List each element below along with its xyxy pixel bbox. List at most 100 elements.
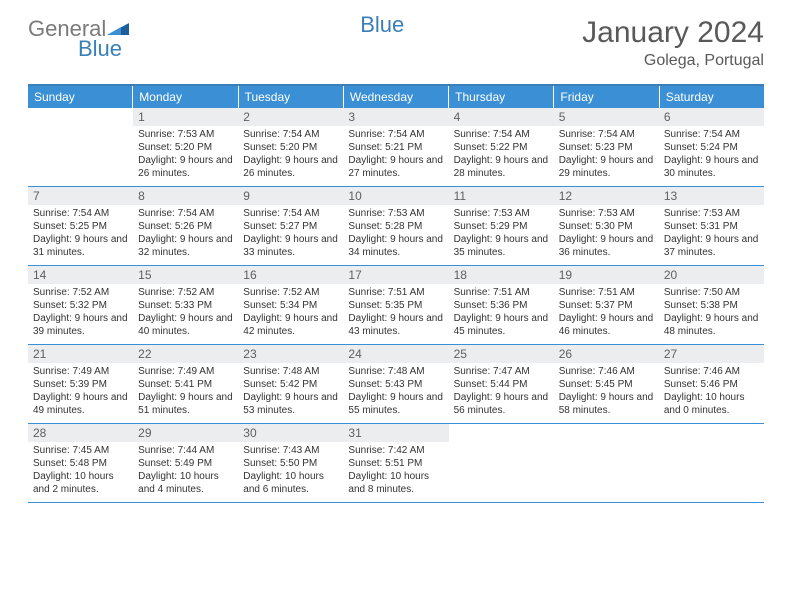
page-title: January 2024 (582, 16, 764, 50)
daylight-text: Daylight: 9 hours and 56 minutes. (454, 391, 549, 417)
day-number: 3 (343, 108, 448, 126)
sunset-text: Sunset: 5:51 PM (348, 457, 443, 470)
day-number: 9 (238, 187, 343, 205)
day-cell: 30Sunrise: 7:43 AMSunset: 5:50 PMDayligh… (238, 424, 343, 502)
day-cell: 12Sunrise: 7:53 AMSunset: 5:30 PMDayligh… (554, 187, 659, 265)
day-cell: 5Sunrise: 7:54 AMSunset: 5:23 PMDaylight… (554, 108, 659, 186)
week-row: 1Sunrise: 7:53 AMSunset: 5:20 PMDaylight… (28, 108, 764, 187)
day-number: 2 (238, 108, 343, 126)
sunset-text: Sunset: 5:22 PM (454, 141, 549, 154)
day-cell: 10Sunrise: 7:53 AMSunset: 5:28 PMDayligh… (343, 187, 448, 265)
logo: GeneralBlue (28, 16, 130, 62)
day-body: Sunrise: 7:54 AMSunset: 5:23 PMDaylight:… (554, 126, 659, 184)
week-row: 28Sunrise: 7:45 AMSunset: 5:48 PMDayligh… (28, 424, 764, 503)
sunrise-text: Sunrise: 7:46 AM (664, 365, 759, 378)
day-body: Sunrise: 7:52 AMSunset: 5:34 PMDaylight:… (238, 284, 343, 342)
empty-day (449, 424, 554, 502)
day-number: 16 (238, 266, 343, 284)
sunrise-text: Sunrise: 7:54 AM (138, 207, 233, 220)
day-cell: 21Sunrise: 7:49 AMSunset: 5:39 PMDayligh… (28, 345, 133, 423)
sunrise-text: Sunrise: 7:51 AM (559, 286, 654, 299)
week-row: 7Sunrise: 7:54 AMSunset: 5:25 PMDaylight… (28, 187, 764, 266)
empty-day (28, 108, 133, 186)
sunset-text: Sunset: 5:27 PM (243, 220, 338, 233)
sunset-text: Sunset: 5:24 PM (664, 141, 759, 154)
day-body: Sunrise: 7:53 AMSunset: 5:30 PMDaylight:… (554, 205, 659, 263)
day-body: Sunrise: 7:53 AMSunset: 5:31 PMDaylight:… (659, 205, 764, 263)
daylight-text: Daylight: 9 hours and 45 minutes. (454, 312, 549, 338)
day-body: Sunrise: 7:50 AMSunset: 5:38 PMDaylight:… (659, 284, 764, 342)
day-number: 20 (659, 266, 764, 284)
sunset-text: Sunset: 5:46 PM (664, 378, 759, 391)
day-number: 24 (343, 345, 448, 363)
sunset-text: Sunset: 5:49 PM (138, 457, 233, 470)
sunset-text: Sunset: 5:37 PM (559, 299, 654, 312)
day-header: Friday (554, 86, 659, 108)
day-cell: 23Sunrise: 7:48 AMSunset: 5:42 PMDayligh… (238, 345, 343, 423)
day-number: 15 (133, 266, 238, 284)
day-body: Sunrise: 7:53 AMSunset: 5:29 PMDaylight:… (449, 205, 554, 263)
sunset-text: Sunset: 5:29 PM (454, 220, 549, 233)
logo-flag-icon (107, 21, 129, 37)
day-body: Sunrise: 7:44 AMSunset: 5:49 PMDaylight:… (133, 442, 238, 500)
day-number: 12 (554, 187, 659, 205)
sunset-text: Sunset: 5:20 PM (138, 141, 233, 154)
daylight-text: Daylight: 9 hours and 49 minutes. (33, 391, 128, 417)
day-body: Sunrise: 7:49 AMSunset: 5:41 PMDaylight:… (133, 363, 238, 421)
day-cell: 16Sunrise: 7:52 AMSunset: 5:34 PMDayligh… (238, 266, 343, 344)
daylight-text: Daylight: 10 hours and 2 minutes. (33, 470, 128, 496)
day-body: Sunrise: 7:42 AMSunset: 5:51 PMDaylight:… (343, 442, 448, 500)
day-body: Sunrise: 7:54 AMSunset: 5:22 PMDaylight:… (449, 126, 554, 184)
day-cell: 8Sunrise: 7:54 AMSunset: 5:26 PMDaylight… (133, 187, 238, 265)
sunrise-text: Sunrise: 7:53 AM (348, 207, 443, 220)
day-cell: 18Sunrise: 7:51 AMSunset: 5:36 PMDayligh… (449, 266, 554, 344)
daylight-text: Daylight: 9 hours and 31 minutes. (33, 233, 128, 259)
sunset-text: Sunset: 5:43 PM (348, 378, 443, 391)
day-body: Sunrise: 7:51 AMSunset: 5:37 PMDaylight:… (554, 284, 659, 342)
sunset-text: Sunset: 5:25 PM (33, 220, 128, 233)
day-cell: 17Sunrise: 7:51 AMSunset: 5:35 PMDayligh… (343, 266, 448, 344)
sunrise-text: Sunrise: 7:52 AM (138, 286, 233, 299)
day-cell: 4Sunrise: 7:54 AMSunset: 5:22 PMDaylight… (449, 108, 554, 186)
day-number: 28 (28, 424, 133, 442)
day-number: 30 (238, 424, 343, 442)
day-number: 10 (343, 187, 448, 205)
sunset-text: Sunset: 5:42 PM (243, 378, 338, 391)
day-cell: 3Sunrise: 7:54 AMSunset: 5:21 PMDaylight… (343, 108, 448, 186)
day-number: 27 (659, 345, 764, 363)
sunset-text: Sunset: 5:30 PM (559, 220, 654, 233)
daylight-text: Daylight: 10 hours and 6 minutes. (243, 470, 338, 496)
day-cell: 9Sunrise: 7:54 AMSunset: 5:27 PMDaylight… (238, 187, 343, 265)
location-label: Golega, Portugal (582, 52, 764, 70)
day-body: Sunrise: 7:54 AMSunset: 5:27 PMDaylight:… (238, 205, 343, 263)
day-cell: 20Sunrise: 7:50 AMSunset: 5:38 PMDayligh… (659, 266, 764, 344)
sunset-text: Sunset: 5:45 PM (559, 378, 654, 391)
daylight-text: Daylight: 9 hours and 58 minutes. (559, 391, 654, 417)
day-number: 13 (659, 187, 764, 205)
day-cell: 26Sunrise: 7:46 AMSunset: 5:45 PMDayligh… (554, 345, 659, 423)
day-body: Sunrise: 7:53 AMSunset: 5:28 PMDaylight:… (343, 205, 448, 263)
sunrise-text: Sunrise: 7:45 AM (33, 444, 128, 457)
day-body: Sunrise: 7:54 AMSunset: 5:21 PMDaylight:… (343, 126, 448, 184)
day-number: 23 (238, 345, 343, 363)
sunset-text: Sunset: 5:34 PM (243, 299, 338, 312)
sunrise-text: Sunrise: 7:46 AM (559, 365, 654, 378)
daylight-text: Daylight: 10 hours and 4 minutes. (138, 470, 233, 496)
sunrise-text: Sunrise: 7:54 AM (664, 128, 759, 141)
day-cell: 29Sunrise: 7:44 AMSunset: 5:49 PMDayligh… (133, 424, 238, 502)
day-number: 31 (343, 424, 448, 442)
weeks-container: 1Sunrise: 7:53 AMSunset: 5:20 PMDaylight… (28, 108, 764, 503)
daylight-text: Daylight: 9 hours and 43 minutes. (348, 312, 443, 338)
day-header: Thursday (449, 86, 554, 108)
sunset-text: Sunset: 5:38 PM (664, 299, 759, 312)
sunrise-text: Sunrise: 7:52 AM (33, 286, 128, 299)
sunrise-text: Sunrise: 7:54 AM (33, 207, 128, 220)
sunrise-text: Sunrise: 7:51 AM (348, 286, 443, 299)
daylight-text: Daylight: 9 hours and 35 minutes. (454, 233, 549, 259)
day-body: Sunrise: 7:54 AMSunset: 5:20 PMDaylight:… (238, 126, 343, 184)
day-cell: 2Sunrise: 7:54 AMSunset: 5:20 PMDaylight… (238, 108, 343, 186)
sunrise-text: Sunrise: 7:53 AM (559, 207, 654, 220)
sunrise-text: Sunrise: 7:49 AM (138, 365, 233, 378)
day-body: Sunrise: 7:53 AMSunset: 5:20 PMDaylight:… (133, 126, 238, 184)
sunrise-text: Sunrise: 7:53 AM (138, 128, 233, 141)
